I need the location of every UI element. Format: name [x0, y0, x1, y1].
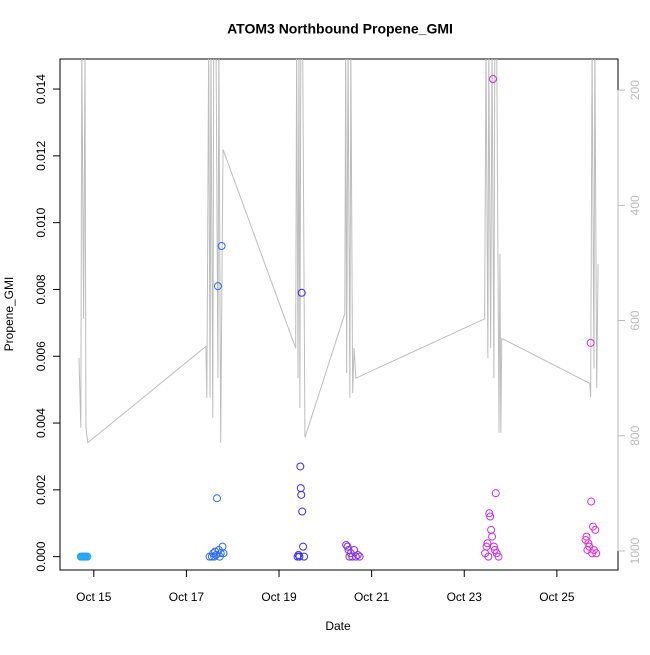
- y2-tick-label: 200: [628, 80, 642, 100]
- point: [211, 547, 220, 556]
- y-tick-label: 0.000: [34, 541, 48, 571]
- plot-box: [59, 58, 619, 571]
- y-tick-label: 0.004: [34, 408, 48, 438]
- x-tick-label: Oct 25: [539, 590, 575, 604]
- point: [296, 462, 305, 471]
- y-tick-label: 0.012: [34, 141, 48, 171]
- y-tick-label: 0.010: [34, 207, 48, 237]
- y2-tick-label: 400: [628, 195, 642, 215]
- x-tick-label: Oct 19: [261, 590, 297, 604]
- point: [586, 338, 595, 347]
- y2-tick-label: 800: [628, 425, 642, 445]
- point: [353, 550, 362, 559]
- chart-title: ATOM3 Northbound Propene_GMI: [227, 21, 453, 37]
- pressure-line: [78, 59, 599, 444]
- point: [219, 549, 228, 558]
- y-tick-label: 0.008: [34, 274, 48, 304]
- point: [484, 552, 493, 561]
- y-tick-label: 0.002: [34, 475, 48, 505]
- point: [488, 532, 497, 541]
- y-tick-label: 0.006: [34, 341, 48, 371]
- point: [491, 489, 500, 498]
- point: [584, 539, 593, 548]
- point: [297, 490, 306, 499]
- point: [298, 507, 307, 516]
- y2-tick-label: 1000: [628, 537, 642, 564]
- y-tick-label: 0.014: [34, 74, 48, 104]
- x-axis-label: Date: [325, 619, 351, 633]
- point: [294, 550, 303, 559]
- point: [296, 484, 305, 493]
- x-tick-label: Oct 15: [76, 590, 112, 604]
- point: [488, 75, 497, 84]
- point: [489, 542, 498, 551]
- point: [297, 288, 306, 297]
- point: [351, 552, 360, 561]
- point: [295, 552, 304, 561]
- point: [210, 552, 219, 561]
- y2-tick-label: 600: [628, 310, 642, 330]
- point: [83, 552, 92, 561]
- point: [592, 549, 601, 558]
- point: [300, 552, 309, 561]
- plot-area: [76, 59, 601, 561]
- point: [213, 282, 222, 291]
- point: [212, 494, 221, 503]
- x-tick-label: Oct 23: [447, 590, 483, 604]
- point: [485, 509, 494, 518]
- point: [299, 542, 308, 551]
- point: [587, 497, 596, 506]
- point: [487, 525, 496, 534]
- x-tick-label: Oct 17: [169, 590, 205, 604]
- point: [591, 525, 600, 534]
- point: [494, 552, 503, 561]
- y-axis-label: Propene_GMI: [2, 277, 16, 352]
- point: [343, 542, 352, 551]
- point: [217, 242, 226, 251]
- x-tick-label: Oct 21: [354, 590, 390, 604]
- point: [483, 539, 492, 548]
- point: [486, 512, 495, 521]
- point: [342, 540, 351, 549]
- point: [355, 552, 364, 561]
